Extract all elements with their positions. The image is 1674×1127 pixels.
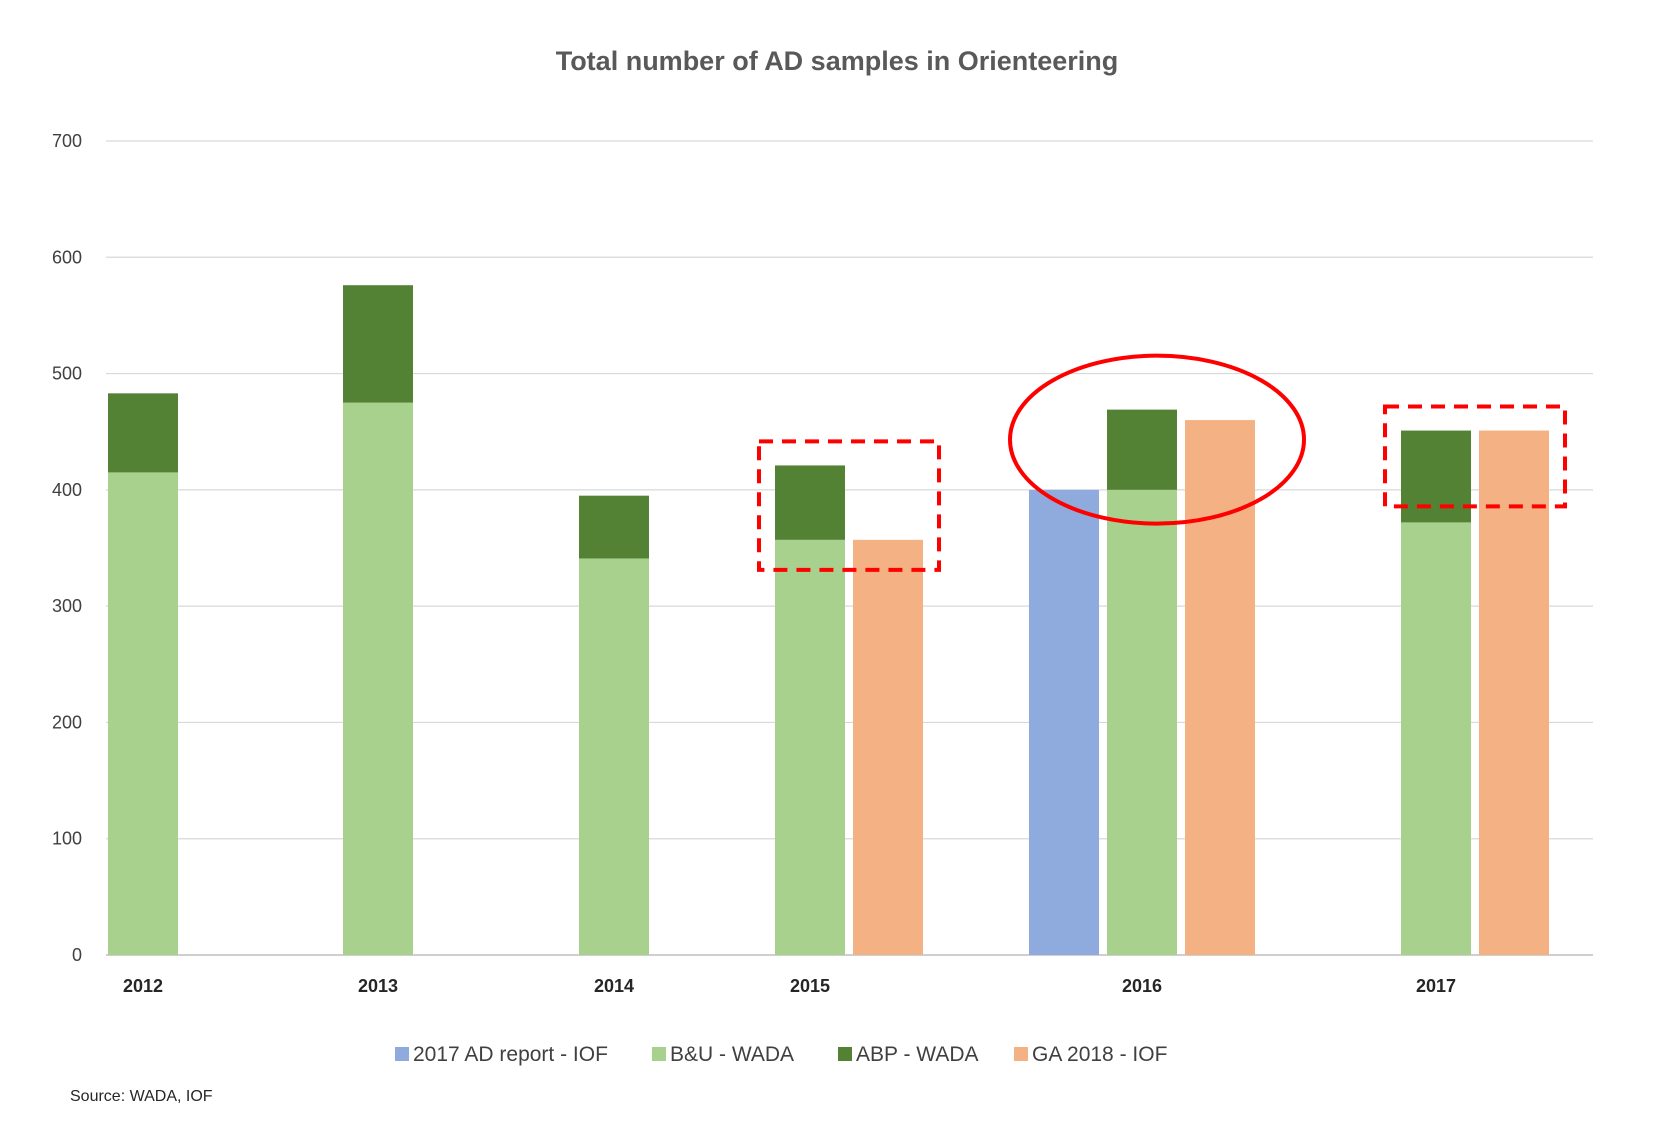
chart-title: Total number of AD samples in Orienteeri… [556,46,1119,76]
annotations [757,353,1567,572]
y-tick-label: 200 [52,712,82,732]
bar-abp-wada-2014 [579,495,649,559]
legend-swatch [652,1047,666,1061]
x-tick-label: 2015 [790,976,830,996]
bar-abp-wada-2012 [108,393,178,473]
bar-bu-wada-2013 [343,402,413,956]
gridlines [106,140,1593,956]
legend-swatch [395,1047,409,1061]
x-tick-label: 2013 [358,976,398,996]
y-tick-label: 500 [52,364,82,384]
y-tick-label: 0 [72,945,82,965]
bars [108,285,1549,956]
x-tick-label: 2014 [594,976,634,996]
bar-bu-wada-2017 [1401,522,1471,955]
x-tick-label: 2012 [123,976,163,996]
x-axis-ticks: 2012 2013 2014 2015 2016 2017 [123,976,1456,996]
legend-swatch [1014,1047,1028,1061]
bar-ad-report-iof-2016 [1029,489,1099,955]
legend-swatch [838,1047,852,1061]
bar-abp-wada-2015 [775,465,845,540]
bar-abp-wada-2017 [1401,430,1471,523]
bar-bu-wada-2015 [775,539,845,955]
bar-ga-2018-iof-2017 [1479,430,1549,956]
y-axis-ticks: 0 100 200 300 400 500 600 700 [52,131,82,965]
bar-abp-wada-2016 [1107,409,1177,490]
bar-bu-wada-2012 [108,472,178,955]
source-note: Source: WADA, IOF [70,1088,213,1105]
x-tick-label: 2016 [1122,976,1162,996]
bar-bu-wada-2014 [579,558,649,955]
y-tick-label: 400 [52,480,82,500]
y-tick-label: 600 [52,247,82,267]
bar-abp-wada-2013 [343,285,413,403]
legend-label: GA 2018 - IOF [1032,1043,1167,1066]
annotation-dashed-box-2017 [1383,404,1567,509]
legend-label: ABP - WADA [856,1043,979,1066]
bar-ga-2018-iof-2016 [1185,420,1255,956]
bar-bu-wada-2016 [1107,489,1177,955]
legend: 2017 AD report - IOF B&U - WADA ABP - WADA… [395,1043,1167,1066]
x-tick-label: 2017 [1416,976,1456,996]
annotation-dashed-box-2015 [757,439,941,572]
legend-label: 2017 AD report - IOF [413,1043,608,1066]
y-tick-label: 700 [52,131,82,151]
bar-ga-2018-iof-2015 [853,539,923,955]
legend-label: B&U - WADA [670,1043,794,1066]
y-tick-label: 300 [52,596,82,616]
y-tick-label: 100 [52,829,82,849]
annotation-ellipse-2016 [1008,353,1306,526]
